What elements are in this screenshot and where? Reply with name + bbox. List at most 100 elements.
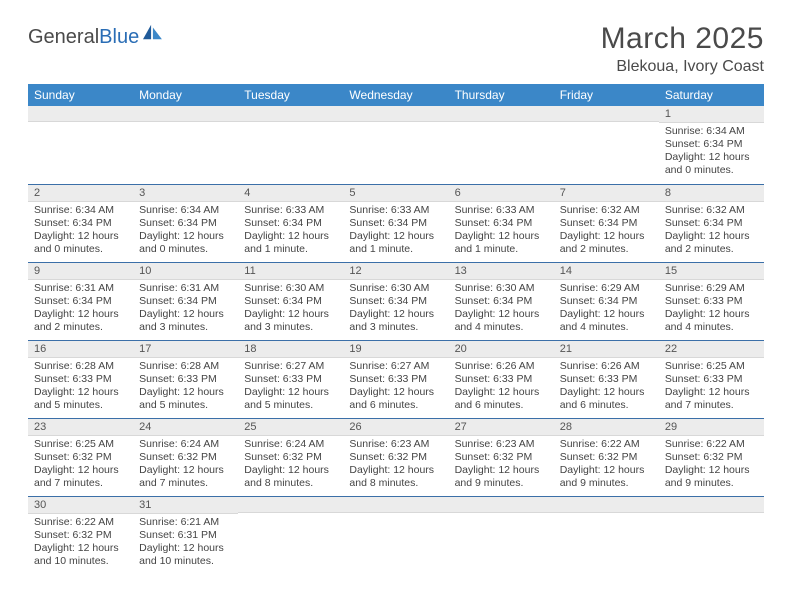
calendar-day-cell: 23Sunrise: 6:25 AMSunset: 6:32 PMDayligh… <box>28 418 133 496</box>
sunset-line: Sunset: 6:33 PM <box>560 373 653 386</box>
daylight-line: Daylight: 12 hours and 9 minutes. <box>455 464 548 490</box>
calendar-day-cell: 15Sunrise: 6:29 AMSunset: 6:33 PMDayligh… <box>659 262 764 340</box>
daylight-line: Daylight: 12 hours and 1 minute. <box>244 230 337 256</box>
calendar-day-cell <box>449 106 554 184</box>
sunset-line: Sunset: 6:34 PM <box>349 295 442 308</box>
brand-left: General <box>28 26 99 48</box>
daylight-line: Daylight: 12 hours and 8 minutes. <box>349 464 442 490</box>
daylight-line: Daylight: 12 hours and 3 minutes. <box>139 308 232 334</box>
page-header: GeneralBlue March 2025 Blekoua, Ivory Co… <box>28 22 764 76</box>
day-body: Sunrise: 6:26 AMSunset: 6:33 PMDaylight:… <box>449 358 554 417</box>
sunset-line: Sunset: 6:32 PM <box>244 451 337 464</box>
day-number: 20 <box>449 341 554 358</box>
day-number: 17 <box>133 341 238 358</box>
sunset-line: Sunset: 6:34 PM <box>560 295 653 308</box>
day-number: 26 <box>343 419 448 436</box>
calendar-day-cell: 8Sunrise: 6:32 AMSunset: 6:34 PMDaylight… <box>659 184 764 262</box>
day-body <box>133 122 238 172</box>
sunrise-line: Sunrise: 6:34 AM <box>139 204 232 217</box>
calendar-day-cell: 17Sunrise: 6:28 AMSunset: 6:33 PMDayligh… <box>133 340 238 418</box>
daylight-line: Daylight: 12 hours and 6 minutes. <box>560 386 653 412</box>
sunrise-line: Sunrise: 6:32 AM <box>560 204 653 217</box>
calendar-week-row: 9Sunrise: 6:31 AMSunset: 6:34 PMDaylight… <box>28 262 764 340</box>
weekday-header: Wednesday <box>343 84 448 106</box>
day-number: 24 <box>133 419 238 436</box>
sunset-line: Sunset: 6:34 PM <box>139 295 232 308</box>
weekday-header: Tuesday <box>238 84 343 106</box>
calendar-day-cell <box>449 496 554 574</box>
day-number-bar <box>343 106 448 122</box>
day-number: 4 <box>238 185 343 202</box>
day-number: 14 <box>554 263 659 280</box>
day-body <box>238 513 343 563</box>
sunset-line: Sunset: 6:32 PM <box>455 451 548 464</box>
day-number-bar <box>28 106 133 122</box>
calendar-day-cell <box>133 106 238 184</box>
weekday-header: Monday <box>133 84 238 106</box>
daylight-line: Daylight: 12 hours and 3 minutes. <box>349 308 442 334</box>
sunrise-line: Sunrise: 6:28 AM <box>34 360 127 373</box>
day-number: 29 <box>659 419 764 436</box>
day-number: 3 <box>133 185 238 202</box>
calendar-day-cell <box>28 106 133 184</box>
sunrise-line: Sunrise: 6:23 AM <box>455 438 548 451</box>
calendar-day-cell <box>343 496 448 574</box>
daylight-line: Daylight: 12 hours and 4 minutes. <box>455 308 548 334</box>
day-body: Sunrise: 6:29 AMSunset: 6:34 PMDaylight:… <box>554 280 659 339</box>
calendar-week-row: 16Sunrise: 6:28 AMSunset: 6:33 PMDayligh… <box>28 340 764 418</box>
calendar-day-cell <box>554 496 659 574</box>
calendar-week-row: 1Sunrise: 6:34 AMSunset: 6:34 PMDaylight… <box>28 106 764 184</box>
calendar-week-row: 30Sunrise: 6:22 AMSunset: 6:32 PMDayligh… <box>28 496 764 574</box>
day-number: 31 <box>133 497 238 514</box>
sunrise-line: Sunrise: 6:33 AM <box>349 204 442 217</box>
sunrise-line: Sunrise: 6:28 AM <box>139 360 232 373</box>
day-number: 2 <box>28 185 133 202</box>
day-body <box>449 513 554 563</box>
daylight-line: Daylight: 12 hours and 2 minutes. <box>34 308 127 334</box>
daylight-line: Daylight: 12 hours and 0 minutes. <box>34 230 127 256</box>
day-number: 16 <box>28 341 133 358</box>
sunrise-line: Sunrise: 6:22 AM <box>665 438 758 451</box>
calendar-day-cell: 7Sunrise: 6:32 AMSunset: 6:34 PMDaylight… <box>554 184 659 262</box>
sunset-line: Sunset: 6:34 PM <box>244 295 337 308</box>
sunrise-line: Sunrise: 6:23 AM <box>349 438 442 451</box>
sunset-line: Sunset: 6:33 PM <box>665 295 758 308</box>
day-body: Sunrise: 6:31 AMSunset: 6:34 PMDaylight:… <box>133 280 238 339</box>
day-body: Sunrise: 6:34 AMSunset: 6:34 PMDaylight:… <box>28 202 133 261</box>
day-body: Sunrise: 6:23 AMSunset: 6:32 PMDaylight:… <box>449 436 554 495</box>
daylight-line: Daylight: 12 hours and 8 minutes. <box>244 464 337 490</box>
day-body: Sunrise: 6:33 AMSunset: 6:34 PMDaylight:… <box>238 202 343 261</box>
daylight-line: Daylight: 12 hours and 2 minutes. <box>665 230 758 256</box>
day-body: Sunrise: 6:27 AMSunset: 6:33 PMDaylight:… <box>343 358 448 417</box>
calendar-day-cell <box>659 496 764 574</box>
daylight-line: Daylight: 12 hours and 6 minutes. <box>349 386 442 412</box>
day-number: 13 <box>449 263 554 280</box>
day-number: 11 <box>238 263 343 280</box>
sunset-line: Sunset: 6:33 PM <box>455 373 548 386</box>
calendar-day-cell: 26Sunrise: 6:23 AMSunset: 6:32 PMDayligh… <box>343 418 448 496</box>
day-body <box>659 513 764 563</box>
day-number: 23 <box>28 419 133 436</box>
calendar-day-cell: 20Sunrise: 6:26 AMSunset: 6:33 PMDayligh… <box>449 340 554 418</box>
daylight-line: Daylight: 12 hours and 6 minutes. <box>455 386 548 412</box>
daylight-line: Daylight: 12 hours and 5 minutes. <box>244 386 337 412</box>
sunrise-line: Sunrise: 6:24 AM <box>244 438 337 451</box>
day-body <box>343 513 448 563</box>
day-number-bar <box>449 106 554 122</box>
sunrise-line: Sunrise: 6:22 AM <box>560 438 653 451</box>
sunset-line: Sunset: 6:32 PM <box>560 451 653 464</box>
sail-icon <box>141 23 163 41</box>
day-number: 15 <box>659 263 764 280</box>
sunrise-line: Sunrise: 6:31 AM <box>34 282 127 295</box>
day-number: 7 <box>554 185 659 202</box>
sunset-line: Sunset: 6:31 PM <box>139 529 232 542</box>
calendar-day-cell: 13Sunrise: 6:30 AMSunset: 6:34 PMDayligh… <box>449 262 554 340</box>
sunset-line: Sunset: 6:33 PM <box>139 373 232 386</box>
calendar-day-cell: 4Sunrise: 6:33 AMSunset: 6:34 PMDaylight… <box>238 184 343 262</box>
calendar-day-cell <box>343 106 448 184</box>
daylight-line: Daylight: 12 hours and 4 minutes. <box>560 308 653 334</box>
day-number: 10 <box>133 263 238 280</box>
day-body: Sunrise: 6:32 AMSunset: 6:34 PMDaylight:… <box>554 202 659 261</box>
day-body: Sunrise: 6:28 AMSunset: 6:33 PMDaylight:… <box>28 358 133 417</box>
sunset-line: Sunset: 6:34 PM <box>34 295 127 308</box>
